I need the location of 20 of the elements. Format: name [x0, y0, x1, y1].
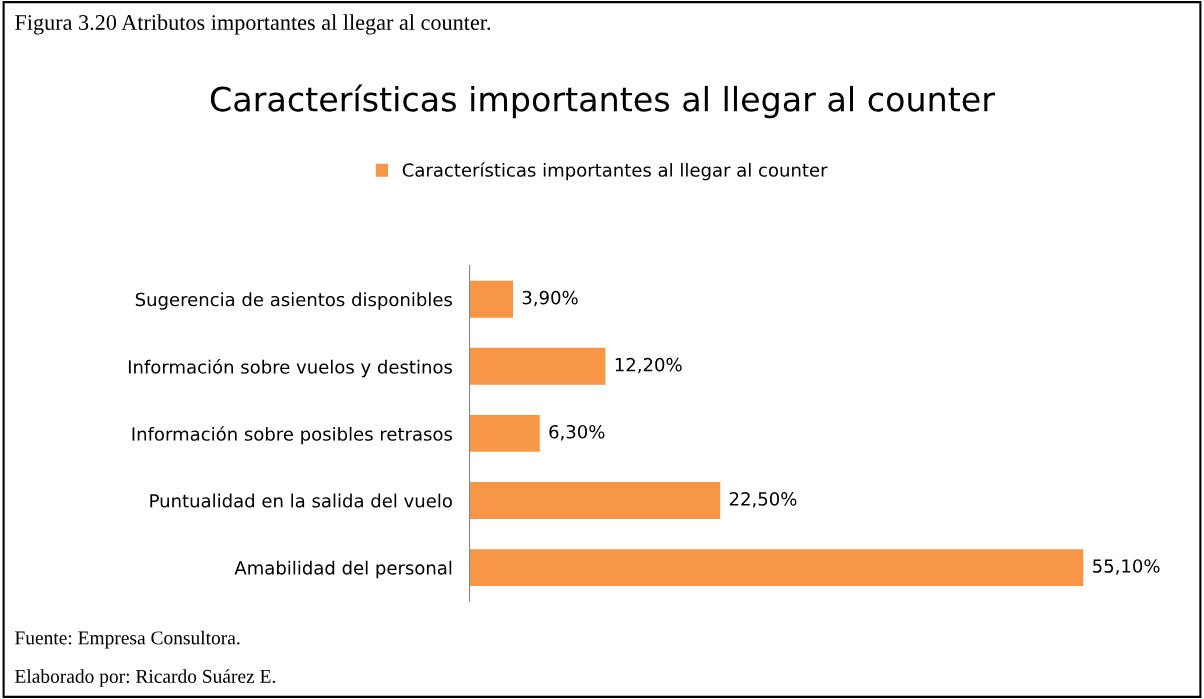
y-tick-label: Información sobre posibles retrasos: [132, 426, 453, 445]
text: Figura 3.20 Atributos importantes al llegar al counter.: [15, 14, 491, 35]
source-note: Fuente: Empresa Consultora.: [15, 630, 240, 649]
y-tick-label: Amabilidad del personal: [234, 560, 452, 579]
bar: [469, 482, 721, 519]
data-label: 3,90%: [522, 290, 578, 307]
bar: [469, 347, 606, 385]
y-tick-label: Sugerencia de asientos disponibles: [135, 292, 453, 310]
data-label: 22,50%: [729, 492, 797, 508]
chart-title: Características importantes al llegar al counter: [210, 84, 996, 119]
data-label: 55,10%: [1093, 559, 1160, 575]
data-label: 12,20%: [615, 357, 682, 374]
legend-label: Características importantes al llegar al counter: [402, 162, 828, 181]
bar: [469, 549, 1084, 587]
text: Elaborado por: Ricardo Suárez E.: [15, 669, 276, 687]
data-label: 6,30%: [549, 424, 605, 441]
bar: [469, 280, 514, 318]
y-tick-label: Información sobre vuelos y destinos: [128, 359, 453, 378]
y-tick-label: Puntualidad en la salida del vuelo: [150, 493, 452, 508]
bar: [469, 414, 540, 452]
